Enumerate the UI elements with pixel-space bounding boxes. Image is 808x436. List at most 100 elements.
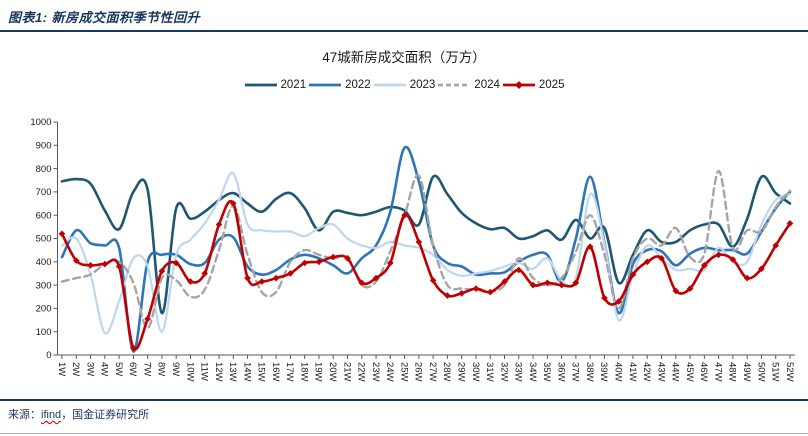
diamond-marker [358, 279, 366, 287]
x-tick-label: 47W [712, 362, 723, 382]
x-tick-label: 5W [113, 362, 124, 376]
x-tick-label: 4W [99, 362, 110, 376]
diamond-marker [101, 260, 109, 268]
x-tick-label: 7W [141, 362, 152, 376]
diamond-marker [72, 257, 80, 264]
x-tick-label: 19W [313, 362, 324, 382]
x-tick-label: 39W [598, 362, 609, 382]
diamond-marker [658, 255, 665, 262]
diamond-marker [515, 266, 523, 274]
x-tick-label: 50W [755, 362, 766, 382]
x-tick-label: 40W [613, 362, 624, 382]
diamond-marker [529, 281, 537, 289]
series-line-2022 [60, 145, 792, 353]
diamond-marker [301, 259, 308, 267]
x-tick-label: 49W [741, 362, 752, 382]
x-tick-label: 34W [527, 362, 538, 382]
x-tick-label: 6W [127, 362, 138, 376]
x-tick-label: 46W [698, 362, 709, 382]
legend-label: 2022 [345, 79, 371, 91]
source-ifind: ifind [41, 409, 62, 421]
x-tick-label: 37W [570, 362, 581, 382]
x-tick-label: 26W [413, 362, 424, 382]
diamond-marker [272, 274, 280, 282]
x-tick-label: 1W [56, 362, 67, 376]
diamond-marker [215, 221, 223, 228]
diamond-marker [144, 315, 151, 323]
diamond-marker [772, 242, 780, 249]
legend-label: 2024 [474, 79, 500, 91]
legend-swatch-2023 [373, 83, 406, 87]
diamond-marker [558, 281, 565, 289]
x-tick-label: 9W [170, 362, 181, 376]
x-tick-label: 44W [670, 362, 681, 382]
diamond-marker [87, 262, 94, 269]
legend-item-2024: 2024 [437, 79, 500, 91]
x-tick-label: 38W [584, 362, 595, 382]
x-tick-label: 16W [270, 362, 281, 382]
x-tick-label: 35W [541, 362, 552, 382]
diamond-marker [415, 238, 423, 246]
diamond-marker [429, 277, 437, 284]
x-tick-label: 27W [427, 362, 438, 382]
series-markers-2025 [58, 200, 794, 352]
diamond-marker [58, 230, 66, 238]
diamond-marker [115, 263, 123, 270]
diamond-marker [387, 259, 394, 267]
diamond-marker [572, 279, 580, 287]
diamond-marker [244, 274, 251, 282]
y-tick-label: 700 [36, 187, 52, 198]
diamond-marker [643, 258, 651, 266]
diamond-marker [786, 220, 794, 227]
series-line-2021 [60, 174, 792, 315]
diamond-marker [715, 251, 722, 259]
y-tick-label: 500 [36, 234, 52, 245]
diamond-marker [229, 200, 237, 207]
x-tick-label: 10W [184, 362, 195, 382]
diamond-marker [444, 292, 451, 299]
diamond-marker [586, 243, 594, 250]
legend-diamond-marker [514, 81, 523, 89]
x-tick-label: 15W [256, 362, 267, 382]
figure-caption: 图表1: 新房成交面积季节性回升 [8, 10, 201, 25]
diamond-marker [130, 344, 137, 352]
x-tick-label: 3W [84, 362, 95, 376]
x-tick-label: 23W [370, 362, 381, 382]
diamond-marker [187, 278, 194, 285]
diamond-marker [201, 270, 209, 277]
x-tick-label: 45W [684, 362, 695, 382]
diamond-marker [701, 262, 708, 269]
source-label: 来源： [8, 409, 41, 421]
x-tick-label: 25W [398, 362, 409, 382]
diamond-marker [158, 267, 166, 275]
diamond-marker [287, 270, 294, 277]
legend-swatch-2022 [309, 83, 342, 87]
y-tick-label: 400 [36, 257, 52, 268]
y-tick-label: 600 [36, 210, 52, 221]
x-tick-label: 36W [555, 362, 566, 382]
x-tick-label: 20W [327, 362, 338, 382]
y-tick-label: 900 [36, 141, 52, 152]
legend-swatch-2021 [244, 83, 277, 87]
legend-label: 2023 [409, 79, 436, 91]
x-tick-label: 41W [627, 362, 638, 382]
x-tick-label: 33W [513, 362, 524, 382]
x-tick-label: 17W [284, 362, 295, 382]
diamond-marker [486, 288, 494, 296]
x-tick-label: 24W [384, 362, 395, 382]
diamond-marker [544, 279, 551, 287]
diamond-marker [758, 265, 765, 273]
x-tick-label: 30W [470, 362, 481, 382]
series-line-2025 [60, 200, 792, 351]
x-tick-label: 12W [213, 362, 224, 382]
legend-item-2023: 2023 [373, 79, 436, 91]
legend-item-2021: 2021 [244, 79, 306, 91]
y-tick-label: 300 [36, 280, 52, 291]
diamond-marker [172, 259, 180, 267]
x-tick-label: 32W [498, 362, 509, 382]
x-tick-label: 51W [770, 362, 781, 382]
diamond-marker [372, 274, 380, 282]
y-tick-label: 800 [36, 164, 52, 175]
